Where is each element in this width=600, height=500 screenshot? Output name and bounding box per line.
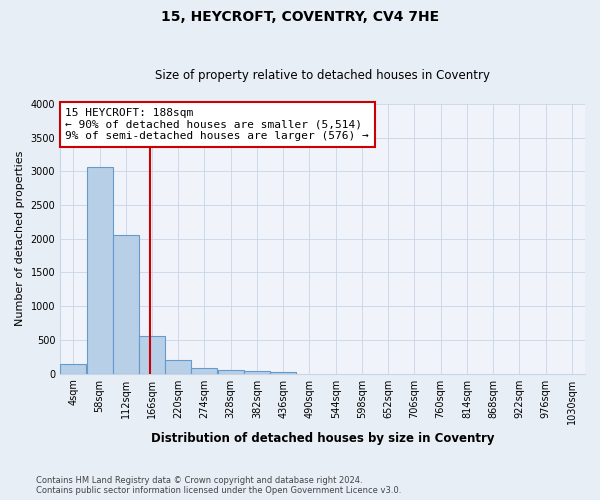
Bar xyxy=(113,234,139,374)
Text: 15, HEYCROFT, COVENTRY, CV4 7HE: 15, HEYCROFT, COVENTRY, CV4 7HE xyxy=(161,10,439,24)
Bar xyxy=(244,371,270,374)
Bar xyxy=(218,370,244,374)
Bar xyxy=(86,168,113,374)
Bar xyxy=(139,336,165,374)
Y-axis label: Number of detached properties: Number of detached properties xyxy=(15,151,25,326)
Bar xyxy=(191,368,217,374)
Title: Size of property relative to detached houses in Coventry: Size of property relative to detached ho… xyxy=(155,69,490,82)
X-axis label: Distribution of detached houses by size in Coventry: Distribution of detached houses by size … xyxy=(151,432,494,445)
Bar xyxy=(165,360,191,374)
Bar xyxy=(60,364,86,374)
Bar xyxy=(270,372,296,374)
Text: 15 HEYCROFT: 188sqm
← 90% of detached houses are smaller (5,514)
9% of semi-deta: 15 HEYCROFT: 188sqm ← 90% of detached ho… xyxy=(65,108,369,141)
Text: Contains HM Land Registry data © Crown copyright and database right 2024.
Contai: Contains HM Land Registry data © Crown c… xyxy=(36,476,401,495)
